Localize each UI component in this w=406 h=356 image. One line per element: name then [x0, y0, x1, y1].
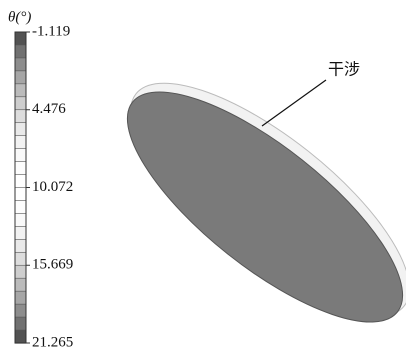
colorbar-band: [15, 213, 26, 226]
colorbar-band: [15, 149, 26, 162]
page: {"colorbar": {"title": "θ(°)", "ticks": …: [0, 0, 406, 351]
colorbar: [15, 32, 26, 343]
tick-label: -1.119: [32, 23, 70, 39]
annotation-leader: [262, 80, 326, 126]
colorbar-band: [15, 304, 26, 317]
colorbar-band: [15, 188, 26, 201]
tick-label: 15.669: [32, 257, 73, 273]
colorbar-band: [15, 175, 26, 188]
colorbar-band: [15, 58, 26, 71]
colorbar-ticks: -1.119 4.476 10.072 15.669 21.265: [26, 23, 73, 350]
tick-label: 4.476: [32, 101, 66, 117]
colorbar-band: [15, 330, 26, 343]
colorbar-band: [15, 278, 26, 291]
colorbar-band: [15, 317, 26, 330]
colorbar-title: θ(°): [8, 9, 31, 25]
disk: [95, 45, 406, 351]
colorbar-band: [15, 265, 26, 278]
colorbar-band: [15, 71, 26, 84]
colorbar-band: [15, 45, 26, 58]
colorbar-band: [15, 239, 26, 252]
colorbar-band: [15, 162, 26, 175]
colorbar-band: [15, 200, 26, 213]
colorbar-band: [15, 32, 26, 45]
colorbar-band: [15, 84, 26, 97]
annotation: 干涉: [328, 60, 360, 79]
tick-label: 21.265: [32, 334, 73, 350]
tick-label: 10.072: [32, 179, 73, 195]
colorbar-band: [15, 110, 26, 123]
colorbar-band: [15, 226, 26, 239]
colorbar-band: [15, 123, 26, 136]
figure: θ(°) -1.119 4.476 10.072 15.669 21.265 干涉: [0, 0, 406, 351]
colorbar-band: [15, 97, 26, 110]
colorbar-band: [15, 252, 26, 265]
colorbar-band: [15, 291, 26, 304]
colorbar-band: [15, 136, 26, 149]
